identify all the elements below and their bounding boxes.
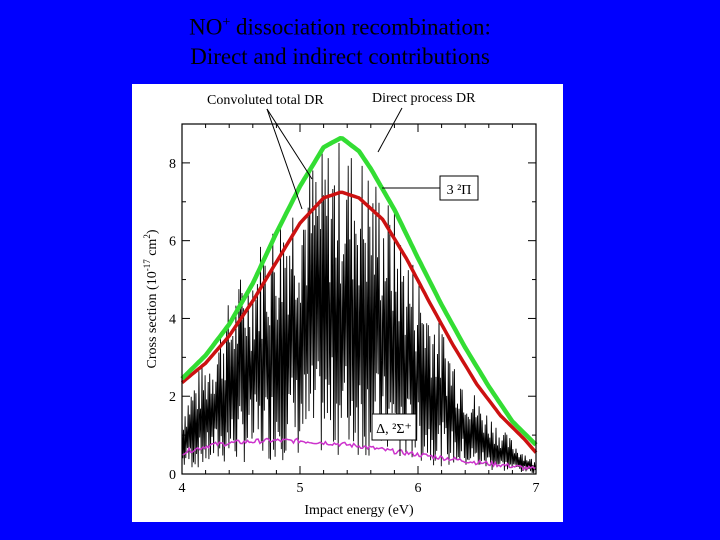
title-part-rest: dissociation recombination:: [230, 14, 491, 40]
delta-sigma-series-line: [181, 437, 537, 472]
y-tick-label: 0: [169, 468, 176, 483]
y-tick-label: 2: [169, 390, 176, 405]
chart-figure: 4 5 6 7 0 2 4 6 8 Impact energy (eV) Cross section…: [132, 84, 563, 522]
slide-title-line1: NO+ dissociation recombination:: [0, 8, 680, 42]
y-tick-label: 6: [169, 235, 176, 250]
resonance-series-line: [181, 142, 537, 474]
x-tick-label: 5: [297, 481, 304, 496]
y-label-main: Cross section (10: [145, 271, 160, 368]
convoluted-total-series-line: [180, 136, 538, 447]
y-axis-label: Cross section (10-17 cm2): [142, 229, 160, 368]
title-superscript: +: [222, 15, 231, 30]
state-3pi-box: [439, 175, 479, 201]
y-label-unit: cm: [145, 239, 160, 260]
axes: 4 5 6 7 0 2 4 6 8 Impact energy (eV) Cross section…: [142, 123, 540, 518]
x-axis-label: Impact energy (eV): [304, 503, 414, 518]
y-tick-label: 8: [169, 157, 176, 172]
plot-frame: [181, 123, 537, 475]
plot-area: [180, 136, 538, 474]
x-tick-label: 4: [179, 481, 186, 496]
annotation-direct-process: Direct process DR: [372, 91, 476, 106]
x-tick-label: 7: [533, 481, 540, 496]
annotations: Convoluted total DR Direct process DR 3 ²Π…: [207, 91, 479, 456]
y-label-close: ): [145, 229, 160, 234]
annotation-state-delta: Δ, ²Σ⁺: [376, 422, 412, 437]
y-label-unit-exponent: 2: [142, 234, 152, 239]
y-label-exponent: -17: [142, 259, 152, 271]
state-delta-box: [371, 413, 417, 441]
cross-section-chart: 4 5 6 7 0 2 4 6 8 Impact energy (eV) Cross section…: [142, 91, 540, 518]
annotation-state-3pi: 3 ²Π: [447, 183, 472, 198]
slide-title-line2: Direct and indirect contributions: [190, 43, 490, 69]
annotation-arrow-convoluted-2: [266, 108, 313, 180]
direct-process-series-line: [180, 190, 538, 454]
y-tick-label: 4: [169, 312, 176, 327]
annotation-arrow-convoluted-1: [266, 108, 303, 210]
annotation-arrow-direct: [377, 107, 403, 153]
x-tick-label: 6: [415, 481, 422, 496]
slide-title: NO+ dissociation recombination: Direct a…: [0, 8, 680, 71]
annotation-convoluted-total: Convoluted total DR: [207, 93, 324, 108]
title-part-no: NO: [189, 14, 223, 40]
